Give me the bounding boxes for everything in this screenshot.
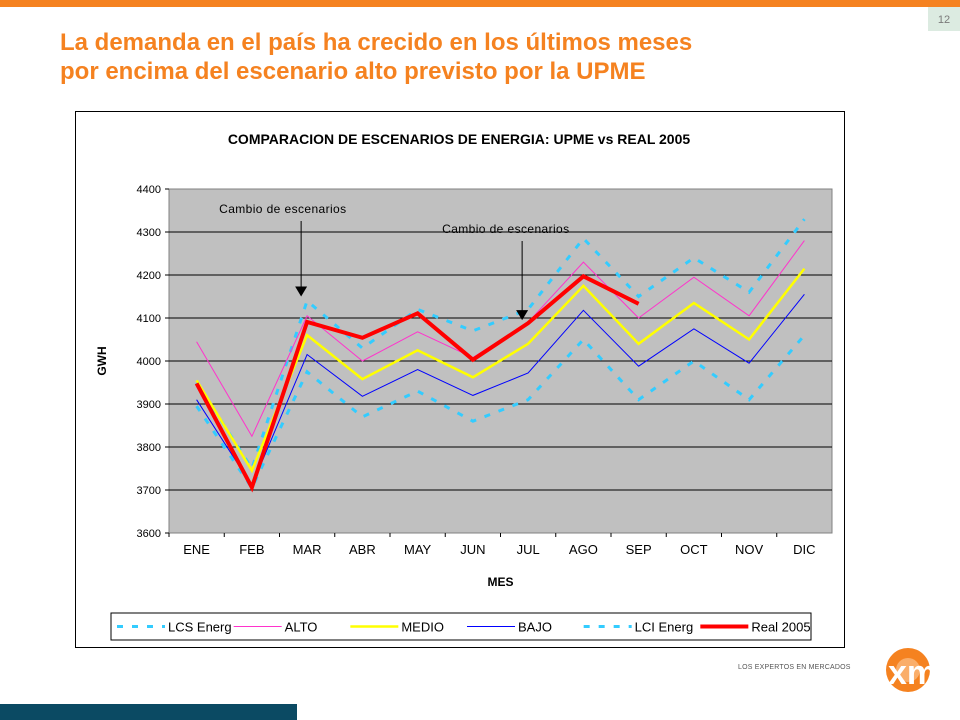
brand-tagline: LOS EXPERTOS EN MERCADOS bbox=[738, 664, 851, 671]
xm-logo: xm bbox=[866, 640, 940, 706]
slide-title: La demanda en el país ha crecido en los … bbox=[60, 28, 920, 86]
y-tick-label: 4200 bbox=[137, 270, 161, 282]
x-axis-label: MES bbox=[487, 575, 513, 589]
legend-label: ALTO bbox=[285, 620, 318, 635]
y-tick-label: 4300 bbox=[137, 227, 161, 239]
x-tick-label: DIC bbox=[793, 542, 815, 557]
x-tick-label: OCT bbox=[680, 542, 708, 557]
x-tick-label: NOV bbox=[735, 542, 764, 557]
x-tick-label: SEP bbox=[626, 542, 652, 557]
x-tick-label: ABR bbox=[349, 542, 376, 557]
x-tick-label: AGO bbox=[569, 542, 598, 557]
chart-frame: COMPARACION DE ESCENARIOS DE ENERGIA: UP… bbox=[75, 111, 845, 648]
legend-label: Real 2005 bbox=[751, 620, 810, 635]
annotation-label: Cambio de escenarios bbox=[442, 222, 569, 236]
slide-title-line-1: La demanda en el país ha crecido en los … bbox=[60, 29, 692, 56]
energy-scenarios-chart: COMPARACION DE ESCENARIOS DE ENERGIA: UP… bbox=[76, 112, 844, 647]
legend-label: BAJO bbox=[518, 620, 552, 635]
x-tick-label: FEB bbox=[239, 542, 264, 557]
x-tick-label: JUL bbox=[517, 542, 540, 557]
y-axis-label: GWH bbox=[95, 346, 109, 375]
legend-label: MEDIO bbox=[401, 620, 444, 635]
y-tick-label: 4100 bbox=[137, 313, 161, 325]
top-accent-bar bbox=[0, 0, 960, 7]
y-tick-label: 3800 bbox=[137, 442, 161, 454]
y-tick-label: 4400 bbox=[137, 184, 161, 196]
footer-bar bbox=[0, 704, 297, 720]
chart-title: COMPARACION DE ESCENARIOS DE ENERGIA: UP… bbox=[228, 131, 691, 147]
legend-label: LCS Energ bbox=[168, 620, 232, 635]
y-tick-label: 3700 bbox=[137, 485, 161, 497]
page-number: 12 bbox=[928, 14, 960, 26]
xm-logo-text: xm bbox=[888, 654, 937, 692]
x-tick-label: MAY bbox=[404, 542, 432, 557]
y-tick-label: 4000 bbox=[137, 356, 161, 368]
y-tick-label: 3900 bbox=[137, 399, 161, 411]
slide-title-line-2: por encima del escenario alto previsto p… bbox=[60, 58, 646, 85]
legend-label: LCI Energ bbox=[635, 620, 694, 635]
x-tick-label: ENE bbox=[183, 542, 210, 557]
annotation-label: Cambio de escenarios bbox=[219, 202, 346, 216]
y-tick-label: 3600 bbox=[137, 528, 161, 540]
x-tick-label: JUN bbox=[460, 542, 485, 557]
x-tick-label: MAR bbox=[293, 542, 322, 557]
